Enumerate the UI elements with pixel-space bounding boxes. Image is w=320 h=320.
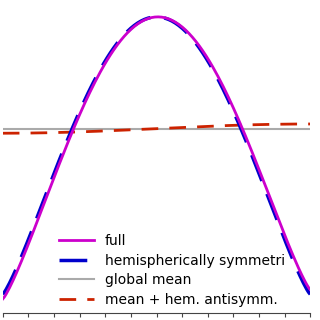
global mean	[27, 127, 30, 131]
full	[257, 168, 261, 172]
hemispherically symmetri	[47, 185, 51, 189]
hemispherically symmetri	[155, 15, 158, 19]
global mean	[1, 127, 5, 131]
mean + hem. antisymm.	[255, 123, 259, 127]
hemispherically symmetri	[27, 238, 30, 242]
hemispherically symmetri	[149, 15, 153, 19]
full	[308, 288, 312, 292]
global mean	[308, 127, 312, 131]
full	[86, 94, 90, 98]
Line: hemispherically symmetri: hemispherically symmetri	[3, 17, 310, 294]
mean + hem. antisymm.	[47, 131, 51, 135]
mean + hem. antisymm.	[1, 131, 5, 135]
full	[47, 189, 51, 193]
hemispherically symmetri	[308, 292, 312, 296]
global mean	[47, 127, 51, 131]
mean + hem. antisymm.	[27, 131, 30, 135]
mean + hem. antisymm.	[308, 122, 312, 126]
hemispherically symmetri	[1, 292, 5, 296]
full	[149, 16, 153, 20]
mean + hem. antisymm.	[307, 122, 310, 126]
global mean	[255, 127, 259, 131]
global mean	[307, 127, 310, 131]
full	[156, 15, 160, 19]
hemispherically symmetri	[257, 172, 261, 175]
hemispherically symmetri	[148, 16, 152, 20]
Legend: full, hemispherically symmetri, global mean, mean + hem. antisymm.: full, hemispherically symmetri, global m…	[53, 228, 291, 312]
full	[148, 16, 152, 20]
full	[27, 242, 30, 246]
global mean	[148, 127, 152, 131]
full	[1, 297, 5, 301]
mean + hem. antisymm.	[148, 127, 152, 131]
Line: full: full	[3, 17, 310, 299]
global mean	[149, 127, 153, 131]
hemispherically symmetri	[86, 91, 90, 95]
Line: mean + hem. antisymm.: mean + hem. antisymm.	[3, 124, 310, 133]
mean + hem. antisymm.	[149, 127, 153, 131]
